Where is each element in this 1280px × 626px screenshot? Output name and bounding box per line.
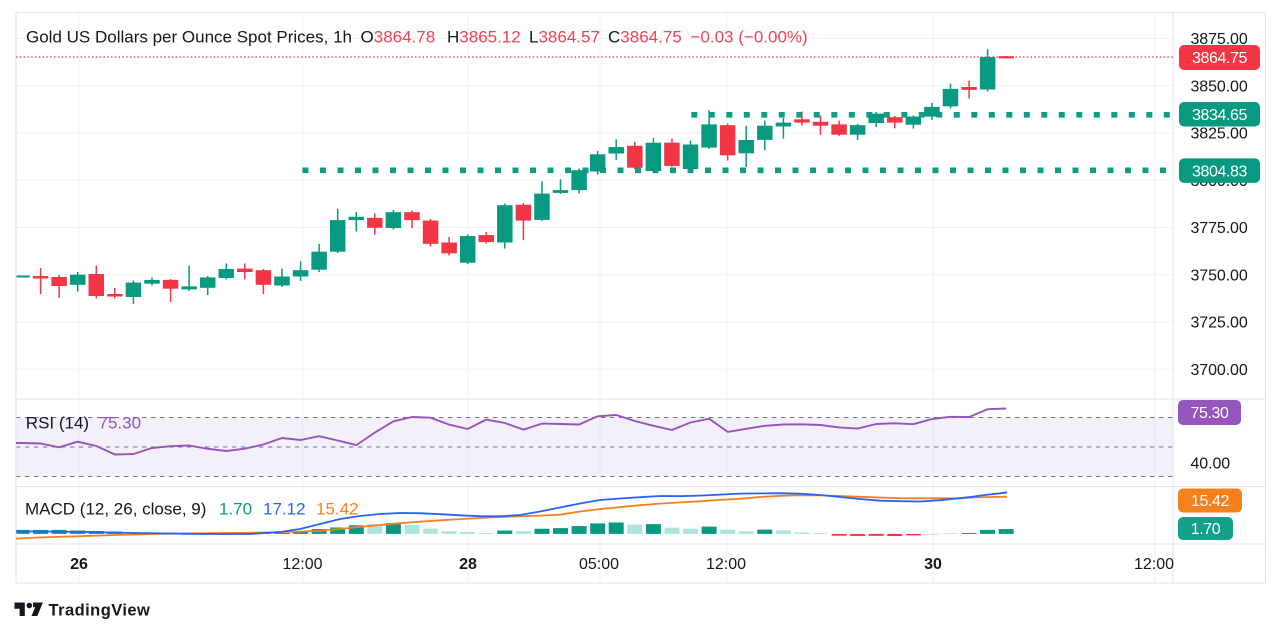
svg-text:28: 28 — [459, 556, 477, 573]
svg-text:RSI (14) 75.30: RSI (14) 75.30 — [26, 414, 141, 433]
svg-text:75.30: 75.30 — [1190, 405, 1229, 422]
svg-text:H3865.12: H3865.12 — [447, 28, 521, 47]
svg-text:40.00: 40.00 — [1191, 456, 1231, 473]
svg-text:3750.00: 3750.00 — [1191, 267, 1248, 284]
svg-text:26: 26 — [70, 556, 88, 573]
svg-text:3804.83: 3804.83 — [1192, 163, 1248, 180]
svg-text:15.42: 15.42 — [1191, 493, 1230, 510]
svg-text:3875.00: 3875.00 — [1191, 31, 1248, 48]
svg-text:O3864.78: O3864.78 — [361, 28, 436, 47]
svg-text:3700.00: 3700.00 — [1191, 362, 1248, 379]
svg-text:L3864.57: L3864.57 — [529, 28, 600, 47]
svg-text:05:00: 05:00 — [579, 556, 619, 573]
svg-text:30: 30 — [924, 556, 942, 573]
svg-text:3850.00: 3850.00 — [1191, 78, 1248, 95]
svg-text:12:00: 12:00 — [1134, 556, 1174, 573]
svg-text:3825.00: 3825.00 — [1191, 126, 1248, 143]
svg-text:C3864.75: C3864.75 — [608, 28, 682, 47]
svg-text:12:00: 12:00 — [282, 556, 322, 573]
svg-text:3834.65: 3834.65 — [1192, 107, 1248, 124]
svg-text:1.70: 1.70 — [1191, 521, 1221, 538]
svg-text:3725.00: 3725.00 — [1191, 315, 1248, 332]
svg-text:3775.00: 3775.00 — [1191, 220, 1248, 237]
svg-text:12:00: 12:00 — [706, 556, 746, 573]
svg-text:TradingView: TradingView — [49, 602, 151, 620]
svg-text:3864.75: 3864.75 — [1192, 50, 1248, 67]
svg-text:Gold US Dollars per Ounce Spot: Gold US Dollars per Ounce Spot Prices, 1… — [26, 28, 352, 47]
svg-text:−0.03 (−0.00%): −0.03 (−0.00%) — [691, 28, 808, 47]
